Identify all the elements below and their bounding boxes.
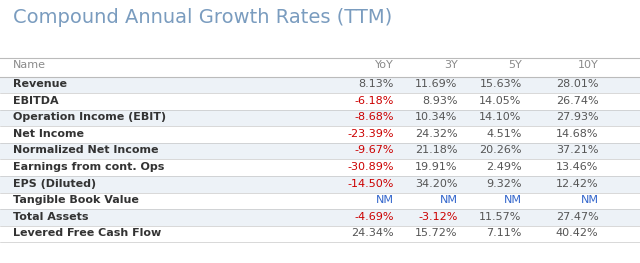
Text: 10Y: 10Y [578, 60, 598, 70]
Text: Levered Free Cash Flow: Levered Free Cash Flow [13, 228, 161, 238]
Text: EBITDA: EBITDA [13, 96, 58, 106]
Bar [0, 126, 640, 143]
Text: Earnings from cont. Ops: Earnings from cont. Ops [13, 162, 164, 172]
Text: -30.89%: -30.89% [347, 162, 394, 172]
Text: -14.50%: -14.50% [348, 179, 394, 189]
Text: NM: NM [504, 195, 522, 205]
Text: 19.91%: 19.91% [415, 162, 458, 172]
Text: YoY: YoY [375, 60, 394, 70]
Text: 13.46%: 13.46% [556, 162, 598, 172]
Text: 2.49%: 2.49% [486, 162, 522, 172]
Bar [0, 159, 640, 176]
Text: 11.57%: 11.57% [479, 212, 522, 222]
Text: 24.32%: 24.32% [415, 129, 458, 139]
Text: 37.21%: 37.21% [556, 145, 598, 155]
Text: 3Y: 3Y [444, 60, 458, 70]
Text: 4.51%: 4.51% [486, 129, 522, 139]
Text: Tangible Book Value: Tangible Book Value [13, 195, 139, 205]
Text: -9.67%: -9.67% [354, 145, 394, 155]
Text: -8.68%: -8.68% [354, 112, 394, 122]
Text: 11.69%: 11.69% [415, 79, 458, 89]
Text: -3.12%: -3.12% [418, 212, 458, 222]
Text: Name: Name [13, 60, 46, 70]
Text: 8.93%: 8.93% [422, 96, 458, 106]
Bar [0, 193, 640, 209]
Text: 15.63%: 15.63% [479, 79, 522, 89]
Text: 27.93%: 27.93% [556, 112, 598, 122]
Bar [0, 143, 640, 159]
Bar [0, 93, 640, 110]
Bar [0, 226, 640, 242]
Text: 8.13%: 8.13% [358, 79, 394, 89]
Text: Compound Annual Growth Rates (TTM): Compound Annual Growth Rates (TTM) [13, 8, 392, 27]
Text: 12.42%: 12.42% [556, 179, 598, 189]
Text: 7.11%: 7.11% [486, 228, 522, 238]
Text: 28.01%: 28.01% [556, 79, 598, 89]
Bar [0, 176, 640, 193]
Text: 26.74%: 26.74% [556, 96, 598, 106]
Text: 14.10%: 14.10% [479, 112, 522, 122]
Text: -6.18%: -6.18% [354, 96, 394, 106]
Text: 21.18%: 21.18% [415, 145, 458, 155]
Text: -23.39%: -23.39% [347, 129, 394, 139]
Text: Normalized Net Income: Normalized Net Income [13, 145, 158, 155]
Text: Revenue: Revenue [13, 79, 67, 89]
Text: EPS (Diluted): EPS (Diluted) [13, 179, 96, 189]
Text: NM: NM [376, 195, 394, 205]
Text: 9.32%: 9.32% [486, 179, 522, 189]
Text: 24.34%: 24.34% [351, 228, 394, 238]
Text: Total Assets: Total Assets [13, 212, 88, 222]
Bar [0, 77, 640, 93]
Text: 40.42%: 40.42% [556, 228, 598, 238]
Text: 14.05%: 14.05% [479, 96, 522, 106]
Bar [0, 110, 640, 126]
Text: 27.47%: 27.47% [556, 212, 598, 222]
Text: NM: NM [580, 195, 598, 205]
Text: Operation Income (EBIT): Operation Income (EBIT) [13, 112, 166, 122]
Text: -4.69%: -4.69% [354, 212, 394, 222]
Bar [0, 209, 640, 226]
Text: NM: NM [440, 195, 458, 205]
Text: 15.72%: 15.72% [415, 228, 458, 238]
Text: 5Y: 5Y [508, 60, 522, 70]
Text: Net Income: Net Income [13, 129, 84, 139]
Text: 14.68%: 14.68% [556, 129, 598, 139]
Text: 10.34%: 10.34% [415, 112, 458, 122]
Text: 20.26%: 20.26% [479, 145, 522, 155]
Text: 34.20%: 34.20% [415, 179, 458, 189]
